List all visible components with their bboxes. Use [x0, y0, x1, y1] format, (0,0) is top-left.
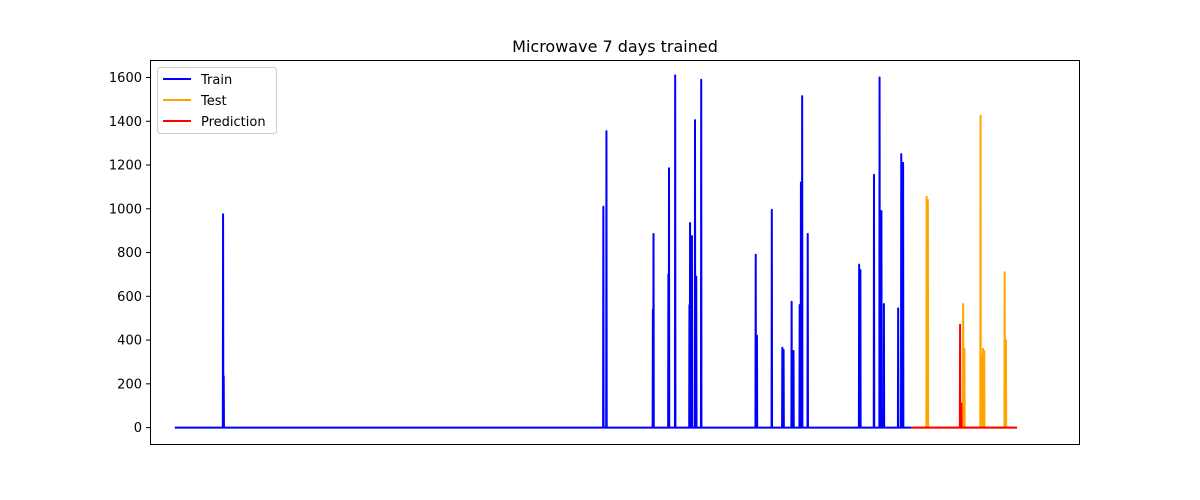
y-tick-label: 200: [117, 377, 142, 392]
y-tick-label: 1200: [109, 159, 142, 174]
chart-title: Microwave 7 days trained: [512, 37, 718, 56]
legend: Train Test Prediction: [157, 67, 277, 134]
series-line-prediction: [911, 323, 1018, 429]
y-tick-label: 1600: [109, 71, 142, 86]
series-line-test: [911, 114, 1018, 429]
y-tick-label: 600: [117, 290, 142, 305]
axes-frame: [150, 60, 1080, 445]
y-tick-label: 400: [117, 334, 142, 349]
legend-label-prediction: Prediction: [201, 115, 266, 130]
legend-label-test: Test: [200, 94, 227, 109]
legend-box: [157, 67, 277, 134]
legend-label-train: Train: [200, 73, 232, 88]
y-tick-label: 0: [134, 421, 142, 436]
y-tick-label: 1000: [109, 202, 142, 217]
y-axis: 0 200 400 600 800 1000 1200 1400 1600: [109, 71, 150, 436]
series-line-train: [174, 74, 912, 429]
y-tick-label: 800: [117, 246, 142, 261]
y-tick-label: 1400: [109, 115, 142, 130]
plot-area: [174, 74, 1018, 429]
